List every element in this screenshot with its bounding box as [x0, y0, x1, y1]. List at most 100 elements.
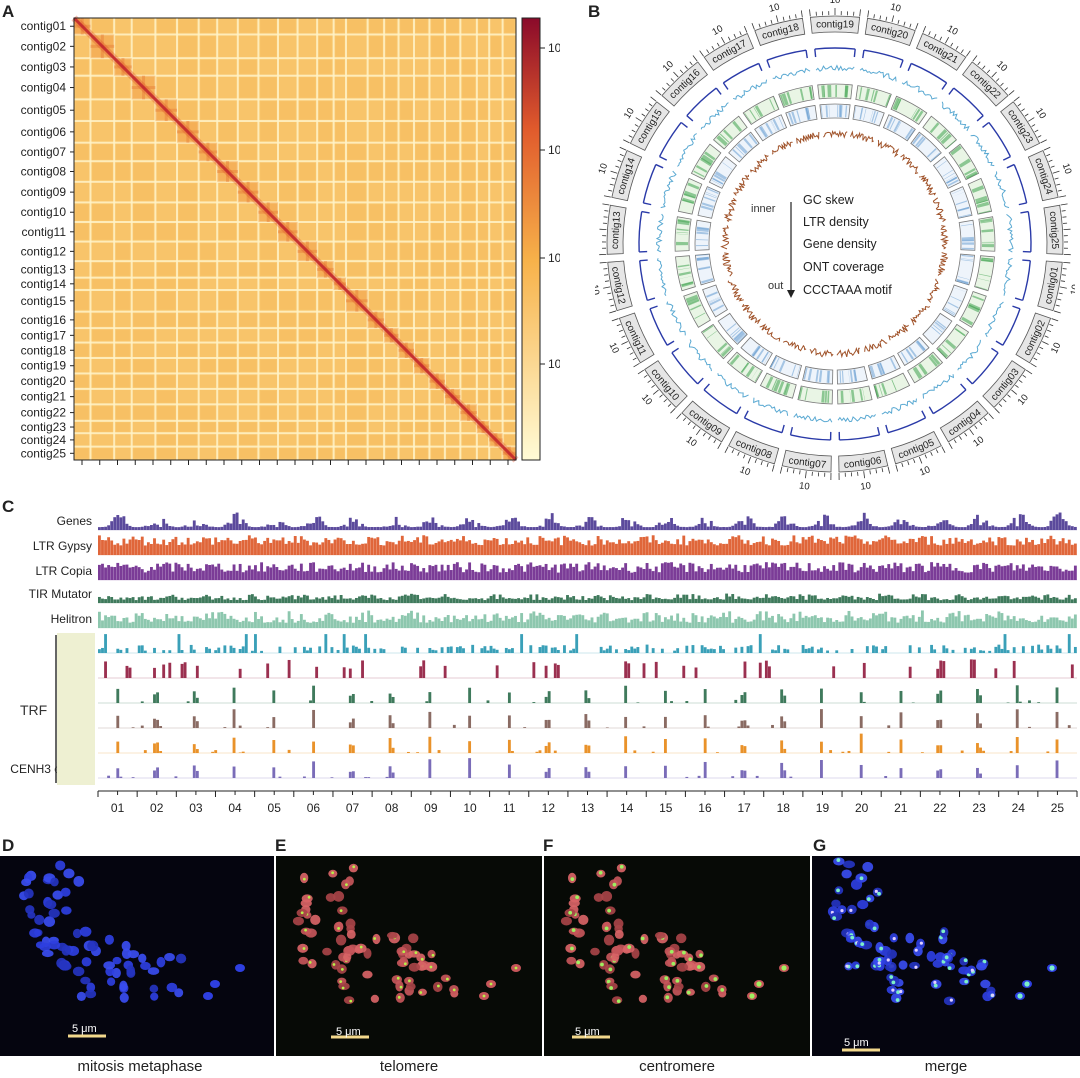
- track-bar: [312, 599, 316, 603]
- track-bar: [486, 650, 490, 653]
- track-bar: [985, 563, 989, 580]
- track-bar: [939, 660, 943, 678]
- circos-contig-block: [781, 449, 832, 473]
- track-bar: [535, 594, 539, 603]
- track-bar: [948, 600, 952, 603]
- track-bar: [110, 540, 114, 555]
- track-bar: [489, 595, 493, 603]
- track-bar: [673, 597, 677, 603]
- track-bar: [563, 526, 566, 530]
- track-bar: [547, 599, 551, 603]
- track-bar: [153, 538, 156, 555]
- track-bar: [810, 525, 814, 530]
- track-bar: [752, 523, 756, 530]
- track-bar: [192, 765, 196, 778]
- circos-tick-label: 10: [1033, 106, 1048, 121]
- track-bar: [336, 599, 340, 603]
- track-bar: [832, 538, 836, 555]
- chromosome: [140, 961, 151, 971]
- track-bar: [153, 617, 156, 628]
- track-bar: [611, 567, 615, 580]
- track-bar: [413, 564, 416, 580]
- track-bar: [226, 618, 230, 628]
- track-bar: [703, 761, 707, 778]
- track-bar: [875, 600, 878, 603]
- track-bar: [795, 526, 799, 530]
- track-bar: [257, 619, 260, 628]
- track-bar: [942, 661, 946, 678]
- track-bar: [128, 539, 132, 555]
- track-bar: [116, 543, 120, 555]
- track-bar: [162, 620, 166, 628]
- track-bar: [116, 621, 120, 628]
- track-bar: [425, 521, 429, 530]
- track-bar: [823, 541, 826, 555]
- fish-signal: [665, 995, 670, 1000]
- track-bar: [278, 521, 282, 530]
- track-bar: [691, 594, 695, 603]
- track-bar: [419, 599, 423, 603]
- track-bar: [419, 526, 423, 530]
- circos-tick-label: 10: [597, 162, 611, 175]
- fish-signal: [704, 984, 709, 988]
- track-x-label: 23: [972, 801, 986, 815]
- track-bar: [553, 647, 557, 653]
- circos-tick-label: 10: [595, 284, 601, 296]
- track-bar: [1067, 634, 1071, 653]
- track-bar: [422, 568, 426, 580]
- track-bar: [192, 616, 196, 628]
- track-bar: [611, 542, 615, 555]
- track-label: LTR Gypsy: [33, 539, 92, 553]
- track-bar: [443, 665, 447, 678]
- track-bar: [440, 596, 444, 603]
- chromosome: [45, 899, 57, 910]
- track-bar: [324, 614, 328, 628]
- track-bar: [566, 619, 569, 628]
- track-bar: [180, 542, 184, 555]
- track-bar: [651, 751, 655, 753]
- track-bar: [645, 594, 649, 603]
- track-bar: [214, 618, 218, 628]
- track-bar: [514, 564, 517, 580]
- track-bar: [997, 537, 1001, 555]
- track-bar: [673, 523, 677, 530]
- track-bar: [593, 566, 597, 580]
- track-bar: [988, 568, 992, 580]
- track-bar: [1034, 621, 1038, 628]
- track-bar: [116, 741, 120, 753]
- track-bar: [471, 644, 475, 653]
- track-bar: [939, 522, 943, 530]
- scale-label-f: 5 μm: [575, 1026, 600, 1038]
- track-bar: [1024, 537, 1028, 555]
- track-x-label: 09: [424, 801, 438, 815]
- circos-plot: contig1910contig2010contig2110contig2210…: [595, 0, 1075, 490]
- track-bar: [379, 598, 383, 603]
- track-bar: [192, 744, 196, 753]
- track-bar: [437, 618, 441, 628]
- track-bar: [449, 622, 453, 628]
- track-bar: [449, 539, 453, 555]
- track-bar: [483, 614, 487, 628]
- track-bar: [709, 563, 713, 580]
- track-bar: [670, 543, 673, 555]
- track-bar: [544, 518, 548, 530]
- track-bar: [621, 518, 625, 530]
- track-bar: [691, 645, 695, 653]
- chromosome: [862, 861, 874, 872]
- caption-merge: merge: [924, 1058, 968, 1075]
- track-bar: [183, 662, 187, 678]
- track-bar: [972, 619, 976, 628]
- track-bar: [731, 536, 735, 555]
- track-bar: [143, 572, 147, 580]
- track-bar: [1028, 596, 1031, 603]
- track-bar: [511, 750, 514, 753]
- track-bar: [263, 599, 267, 603]
- track-bar: [431, 544, 435, 555]
- track-bar: [982, 540, 986, 555]
- track-bar: [296, 620, 300, 628]
- track-bar: [229, 540, 233, 555]
- track-bar: [452, 724, 456, 728]
- chromosome: [119, 992, 129, 1003]
- chromosome: [73, 875, 85, 887]
- track-bar: [342, 634, 346, 653]
